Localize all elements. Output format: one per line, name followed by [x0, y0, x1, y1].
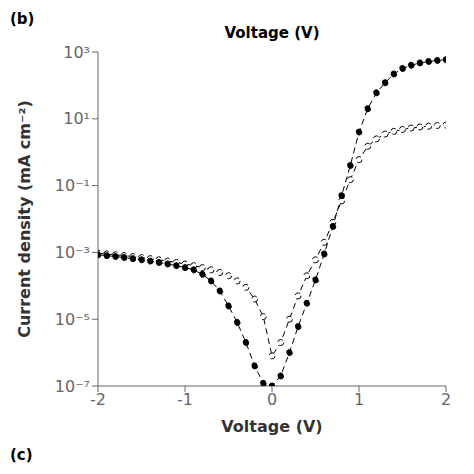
svg-text:10⁻³: 10⁻³ [55, 243, 90, 262]
svg-text:10⁻⁵: 10⁻⁵ [55, 310, 90, 329]
svg-text:2: 2 [441, 390, 451, 409]
html-text:(b): (b) [10, 10, 35, 28]
svg-text:10¹: 10¹ [63, 109, 90, 128]
html-text:(c): (c) [10, 446, 33, 464]
svg-text:Voltage (V): Voltage (V) [221, 417, 322, 436]
html-text:Voltage (V): Voltage (V) [224, 24, 320, 42]
svg-text:-2: -2 [90, 390, 106, 409]
svg-text:Current density (mA cm⁻²): Current density (mA cm⁻²) [15, 100, 34, 338]
svg-text:10⁻⁷: 10⁻⁷ [55, 377, 90, 396]
svg-text:10⁻¹: 10⁻¹ [55, 176, 90, 195]
svg-text:-1: -1 [177, 390, 193, 409]
svg-text:0: 0 [267, 390, 277, 409]
svg-text:10³: 10³ [63, 43, 90, 62]
svg-text:1: 1 [354, 390, 364, 409]
